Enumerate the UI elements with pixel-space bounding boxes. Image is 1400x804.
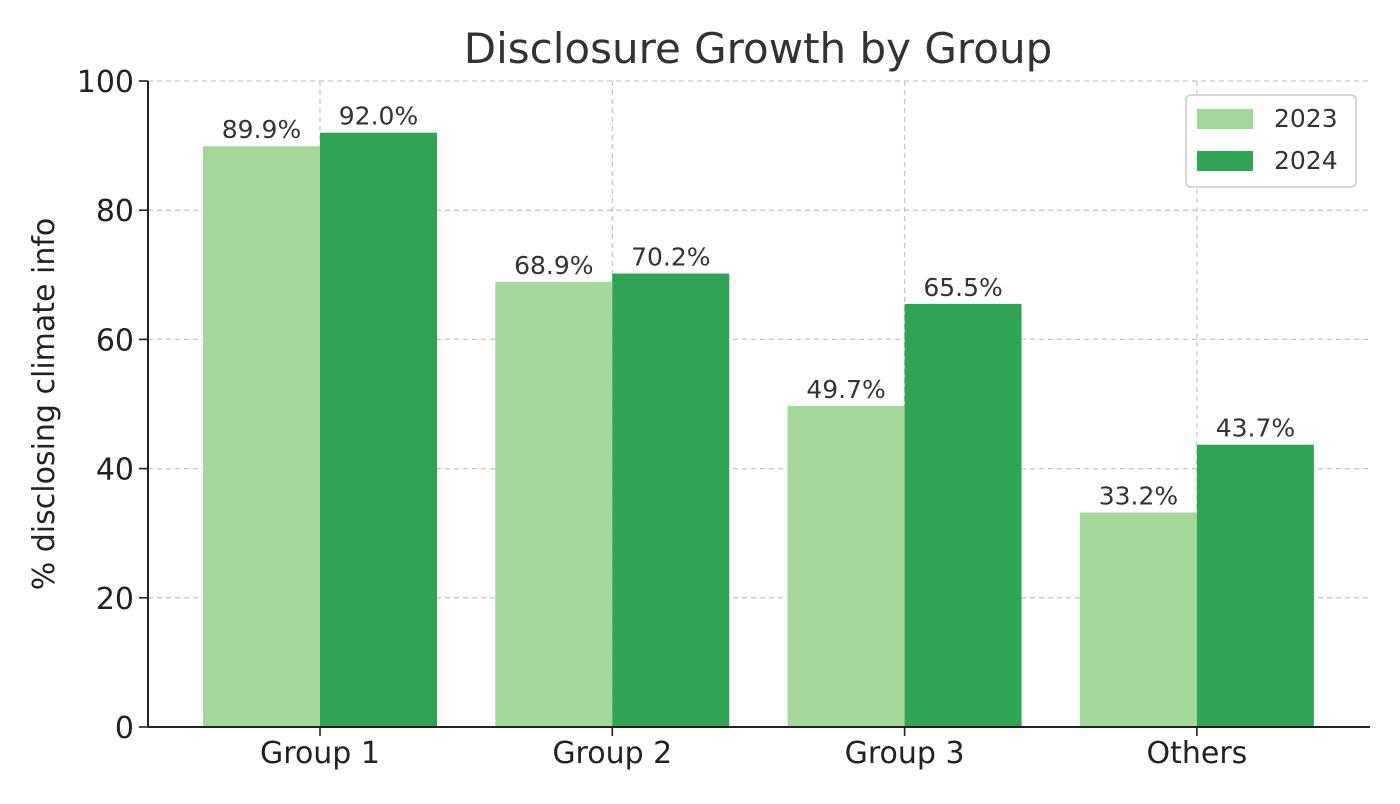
y-tick-label: 60 bbox=[96, 323, 134, 358]
data-label: 68.9% bbox=[514, 251, 593, 280]
data-label: 89.9% bbox=[222, 115, 301, 144]
bars bbox=[203, 132, 1314, 728]
bar-2023-group-2 bbox=[495, 281, 613, 727]
data-labels: 89.9% 68.9% 49.7% 33.2% 92.0% 70.2% 65.5% 43.7% bbox=[222, 102, 1295, 511]
x-tick-label: Group 1 bbox=[260, 736, 380, 771]
bar-2023-group-3 bbox=[787, 405, 905, 727]
x-tick-label: Group 2 bbox=[552, 736, 672, 771]
bar-2023-others bbox=[1079, 512, 1197, 727]
bar-2023-group-1 bbox=[203, 146, 320, 728]
data-label: 70.2% bbox=[631, 243, 710, 272]
bar-2024-group-3 bbox=[904, 303, 1022, 727]
axes: 0 20 40 60 80 100 Group 1 Group 2 Group 3 Others bbox=[77, 65, 1370, 771]
x-tick-label: Group 3 bbox=[845, 736, 965, 771]
y-tick-label: 0 bbox=[115, 711, 134, 746]
y-tick-label: 100 bbox=[77, 65, 134, 100]
chart-title: Disclosure Growth by Group bbox=[464, 24, 1053, 73]
data-label: 43.7% bbox=[1216, 414, 1295, 443]
data-label: 33.2% bbox=[1099, 482, 1178, 511]
legend-swatch-2024 bbox=[1197, 151, 1253, 171]
bar-2024-others bbox=[1196, 444, 1314, 727]
bar-2024-group-2 bbox=[612, 273, 730, 727]
data-label: 92.0% bbox=[339, 102, 418, 131]
y-tick-label: 40 bbox=[96, 453, 134, 488]
data-label: 65.5% bbox=[923, 273, 1002, 302]
y-axis-label: % disclosing climate info bbox=[27, 218, 62, 591]
y-tick-label: 20 bbox=[96, 582, 134, 617]
legend-label-2023: 2023 bbox=[1274, 104, 1338, 133]
y-tick-label: 80 bbox=[96, 194, 134, 229]
bar-2024-group-1 bbox=[320, 132, 437, 727]
x-tick-label: Others bbox=[1146, 736, 1247, 771]
legend: 2023 2024 bbox=[1185, 94, 1357, 188]
legend-label-2024: 2024 bbox=[1274, 146, 1338, 175]
data-label: 49.7% bbox=[806, 375, 885, 404]
legend-swatch-2023 bbox=[1197, 109, 1253, 129]
